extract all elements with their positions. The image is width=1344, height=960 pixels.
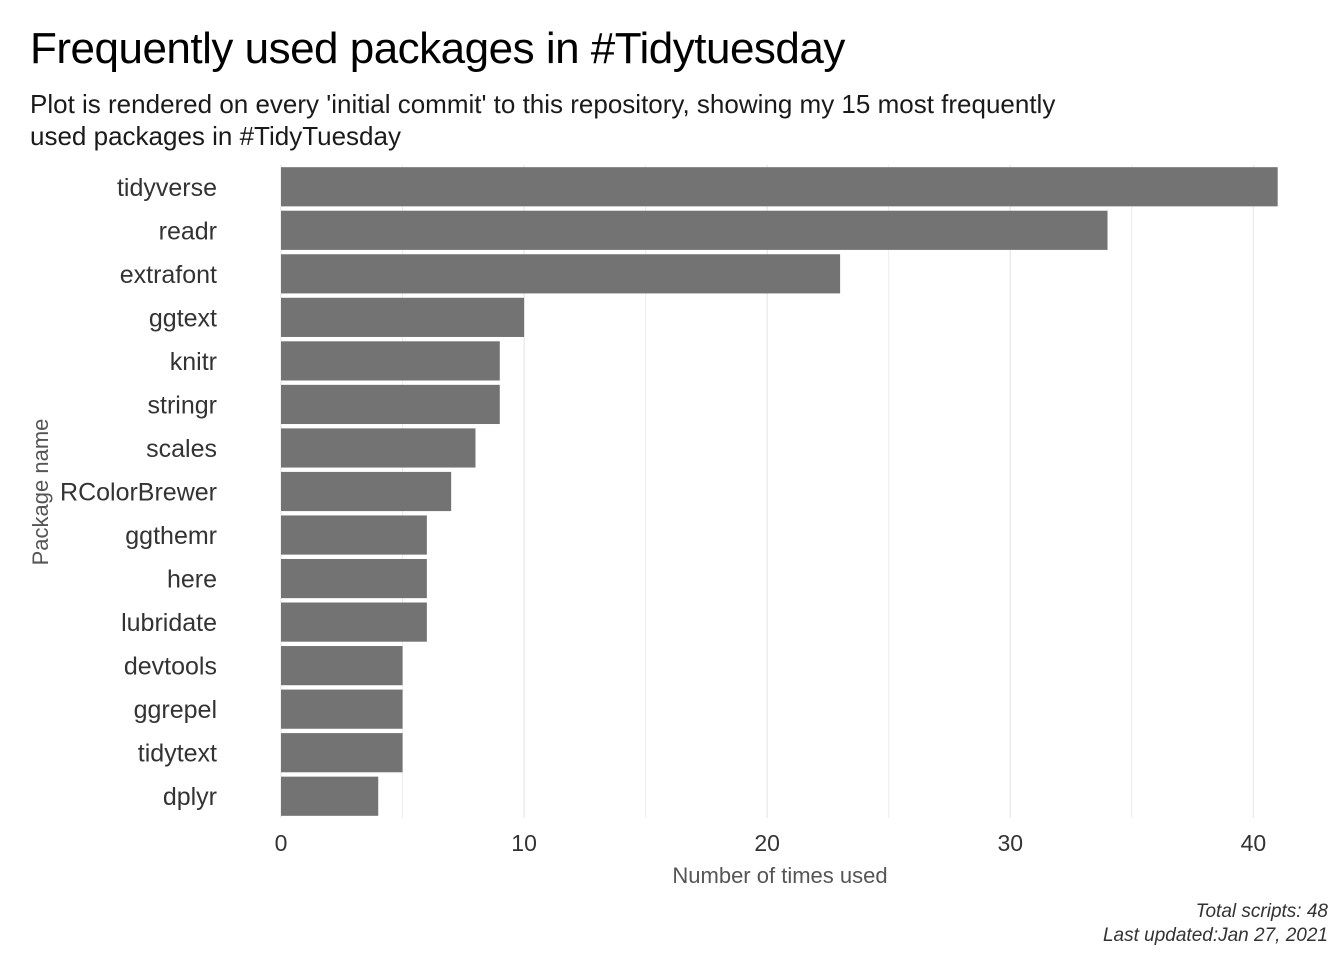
category-label: ggrepel <box>134 696 217 724</box>
bar-ggthemr <box>281 515 427 555</box>
category-label: ggtext <box>149 304 217 332</box>
bar-dplyr <box>281 776 379 816</box>
category-label: ggthemr <box>125 522 217 550</box>
category-label: lubridate <box>121 609 217 637</box>
bar-here <box>281 558 427 599</box>
caption-last-updated: Last updated:Jan 27, 2021 <box>1102 925 1328 946</box>
bar-ggrepel <box>281 689 403 729</box>
x-tick-label: 40 <box>1241 830 1267 856</box>
chart-caption: Total scripts: 48 Last updated:Jan 27, 2… <box>1103 900 1328 948</box>
category-label: extrafont <box>120 261 217 289</box>
bar-extrafont <box>281 254 841 294</box>
category-label: stringr <box>148 391 217 419</box>
bars <box>281 167 1278 816</box>
category-label: RColorBrewer <box>60 479 217 507</box>
category-label: knitr <box>170 348 217 376</box>
bar-readr <box>281 210 1108 250</box>
x-tick-label: 30 <box>997 830 1023 856</box>
category-label: here <box>167 566 217 594</box>
category-label: scales <box>146 435 217 463</box>
bar-ggtext <box>281 297 525 337</box>
x-tick-label: 0 <box>275 830 288 856</box>
chart-subtitle: Plot is rendered on every 'initial commi… <box>30 89 1056 151</box>
bar-tidyverse <box>281 167 1278 207</box>
bar-rcolorbrewer <box>281 471 452 512</box>
x-axis-title: Number of times used <box>672 863 887 888</box>
category-label: tidytext <box>138 740 217 768</box>
y-axis-title: Package name <box>28 419 53 566</box>
category-label: dplyr <box>163 783 217 811</box>
bar-devtools <box>281 646 403 686</box>
x-tick-labels: 0 10 20 30 40 <box>275 830 1267 856</box>
category-labels: tidyverse readr extrafont ggtext knitr string… <box>60 174 217 811</box>
x-tick-label: 10 <box>511 830 537 856</box>
bar-stringr <box>281 384 500 425</box>
bar-scales <box>281 428 476 468</box>
bar-tidytext <box>281 733 403 773</box>
chart-title: Frequently used packages in #Tidytuesday <box>30 24 845 73</box>
caption-total-scripts: Total scripts: 48 <box>1195 901 1328 922</box>
bar-lubridate <box>281 602 427 642</box>
x-tick-label: 20 <box>754 830 780 856</box>
category-label: devtools <box>124 653 217 681</box>
category-label: readr <box>159 217 217 245</box>
category-label: tidyverse <box>117 174 217 202</box>
bar-knitr <box>281 341 500 381</box>
